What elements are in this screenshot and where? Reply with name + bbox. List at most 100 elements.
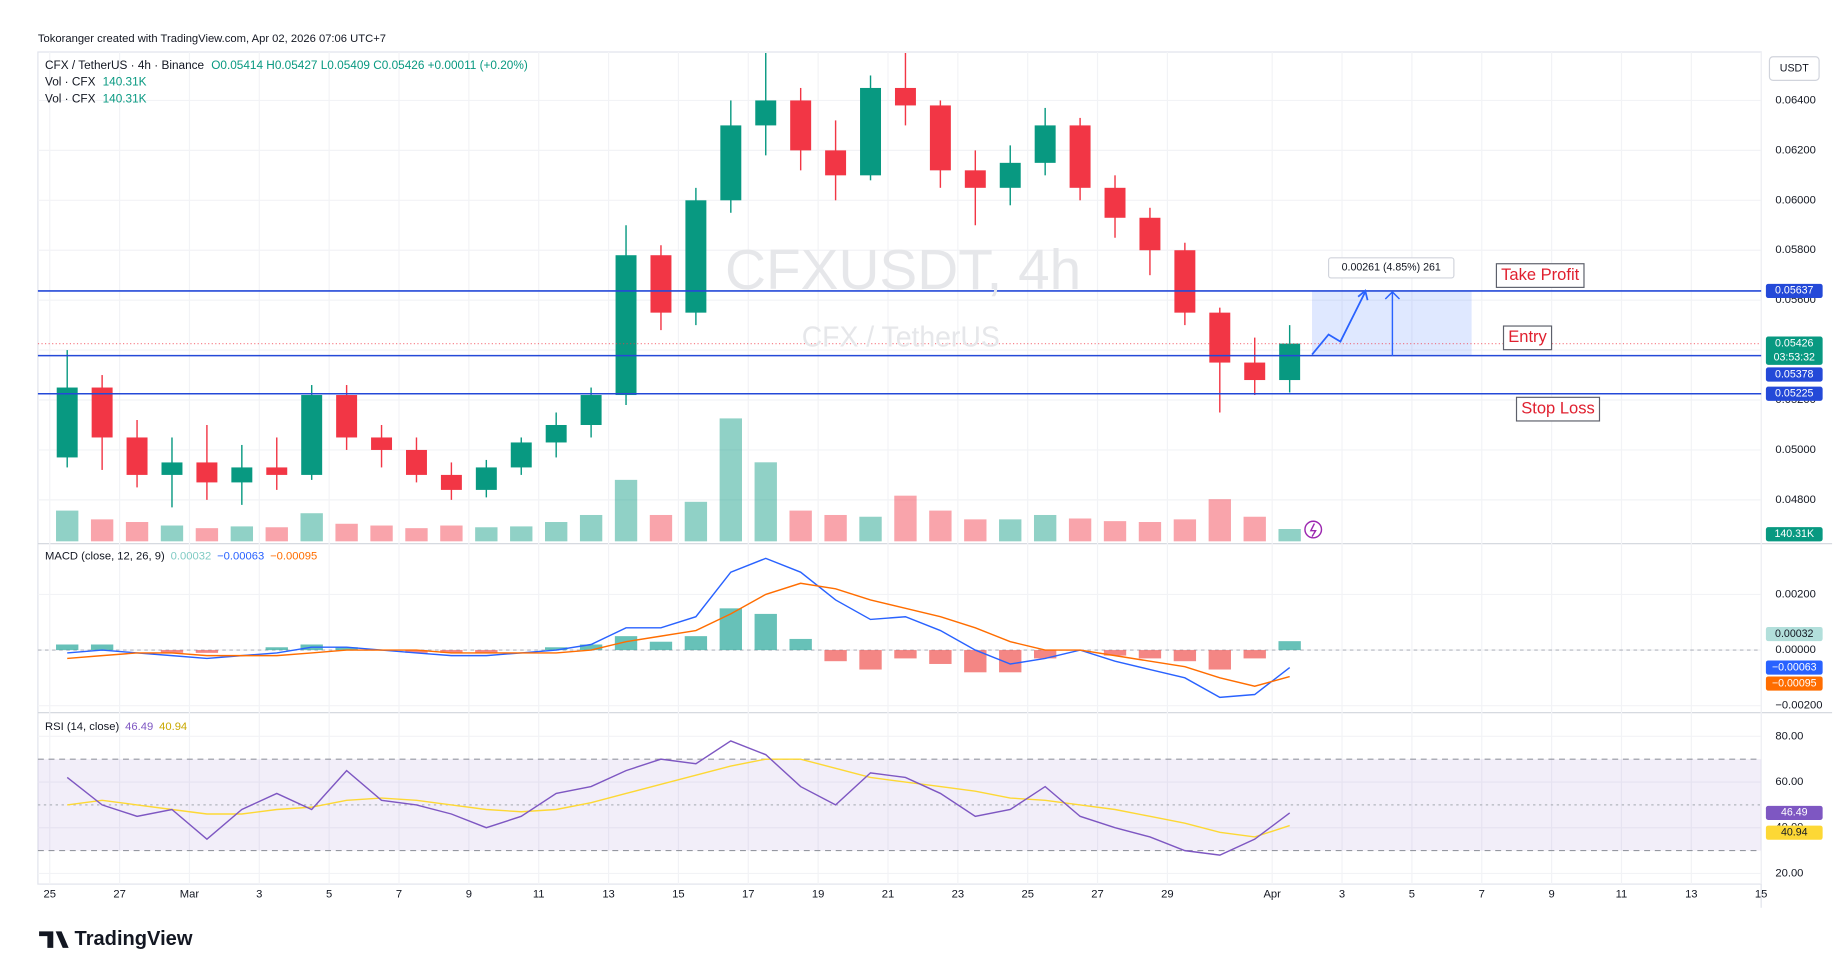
x-tick-label: 25 — [43, 889, 55, 901]
volume-bar — [894, 495, 917, 542]
sl-badge-box — [1765, 386, 1823, 401]
x-tick-label: 15 — [1755, 889, 1767, 901]
x-tick-label: 21 — [882, 889, 894, 901]
x-tick-label: 17 — [742, 889, 754, 901]
currency: USDT — [1780, 62, 1809, 74]
volume-bar — [684, 501, 708, 542]
alert-icon[interactable] — [1304, 520, 1323, 539]
x-tick-label: 19 — [812, 889, 824, 901]
macd-histogram — [440, 650, 463, 653]
measure-arrow — [1384, 290, 1401, 356]
x-tick-label: 9 — [466, 889, 472, 901]
macd-histogram — [56, 644, 79, 651]
rsi-ma-value: 40.94 — [159, 721, 187, 733]
entry-badge: 0.05378 — [1775, 368, 1813, 380]
legend-macd: MACD (close, 12, 26, 9) 0.00032 −0.00063 −0… — [45, 551, 317, 563]
macd-histogram — [545, 647, 568, 651]
brand-logo[interactable] — [39, 931, 69, 948]
candle-body — [650, 255, 672, 313]
candle-body — [545, 424, 567, 443]
y-tick-label: −0.00200 — [1775, 700, 1822, 712]
candle-body — [964, 170, 986, 188]
candle-body — [510, 442, 532, 468]
volume-bar — [999, 519, 1022, 542]
candle-body — [929, 105, 951, 171]
macd-histogram — [754, 613, 777, 651]
volume-bar — [789, 510, 812, 542]
candle-body — [1279, 343, 1301, 381]
x-tick-label: 3 — [256, 889, 262, 901]
candle-body — [720, 125, 742, 201]
projection-path — [1311, 291, 1367, 356]
candle-body — [475, 467, 497, 490]
indicator-line — [66, 740, 1291, 856]
hist-badge-box — [1765, 626, 1823, 642]
volume-bar — [440, 525, 463, 542]
vol-value: 140.31K — [103, 75, 147, 89]
projection-arrow — [1357, 289, 1369, 301]
volume-bar — [859, 516, 882, 542]
volume-bar — [195, 528, 219, 542]
volume-bar — [929, 510, 952, 542]
candle-body — [266, 467, 288, 475]
volume-bar — [545, 522, 568, 542]
candle-body — [790, 100, 812, 151]
candle-body — [440, 474, 462, 490]
y-tick-label: 0.06200 — [1775, 144, 1816, 156]
y-tick-label: 0.05000 — [1775, 444, 1816, 456]
signal-badge-box — [1765, 676, 1823, 691]
volume-bar — [754, 462, 777, 542]
candle-body — [580, 395, 602, 425]
candle-body — [1034, 125, 1056, 163]
x-tick-label: Mar — [180, 889, 200, 901]
volume-bar — [160, 525, 184, 542]
y-tick-label: 20.00 — [1775, 867, 1803, 879]
currency-box[interactable] — [1768, 56, 1820, 81]
candle-body — [301, 395, 323, 475]
x-tick-label: 5 — [1409, 889, 1415, 901]
rsi-ma-badge-box — [1765, 825, 1823, 840]
candle-body — [1139, 217, 1161, 251]
indicator-line — [67, 758, 1290, 838]
volume-bar — [90, 519, 114, 542]
candle-body — [161, 462, 183, 475]
x-tick-label: Apr — [1263, 889, 1281, 901]
volume-bar — [964, 519, 987, 542]
hist-value: 0.00032 — [171, 551, 212, 563]
candle-body — [126, 437, 148, 475]
volume-bar — [405, 528, 428, 542]
macd-histogram — [719, 608, 742, 651]
level-label: Entry — [1508, 327, 1547, 346]
volume-bar — [649, 514, 673, 542]
signal-value: −0.00095 — [270, 551, 317, 563]
volume-bar — [230, 526, 254, 542]
macd-histogram — [475, 650, 498, 653]
candle-body — [196, 462, 218, 483]
rsi-band — [37, 759, 1762, 851]
price-badge-box — [1765, 336, 1823, 365]
x-tick-label: 11 — [1616, 889, 1628, 901]
candle-body — [685, 200, 707, 313]
volume-bar — [1278, 529, 1301, 542]
volume-bar — [335, 523, 358, 542]
candle-body — [894, 87, 916, 106]
tp-badge: 0.05637 — [1775, 285, 1813, 297]
y-tick-label: 0.00000 — [1775, 644, 1816, 656]
measure-label-box — [1327, 257, 1455, 279]
candle-body — [371, 437, 393, 450]
macd-histogram — [335, 647, 358, 651]
candle-body — [860, 87, 882, 176]
macd-histogram — [649, 641, 673, 651]
measure-label: 0.00261 (4.85%) 261 — [1342, 262, 1441, 274]
volume-bar — [1208, 499, 1231, 542]
macd-histogram — [824, 650, 847, 662]
x-tick-label: 27 — [1091, 889, 1103, 901]
legend-vol-2: Vol · CFX 140.31K — [45, 91, 147, 105]
rsi-badge-box — [1765, 805, 1823, 820]
candle-body — [825, 150, 847, 176]
legend-rsi: RSI (14, close) 46.49 40.94 — [45, 721, 187, 733]
brand: TradingView — [75, 928, 193, 950]
level-label-box — [1502, 325, 1553, 351]
